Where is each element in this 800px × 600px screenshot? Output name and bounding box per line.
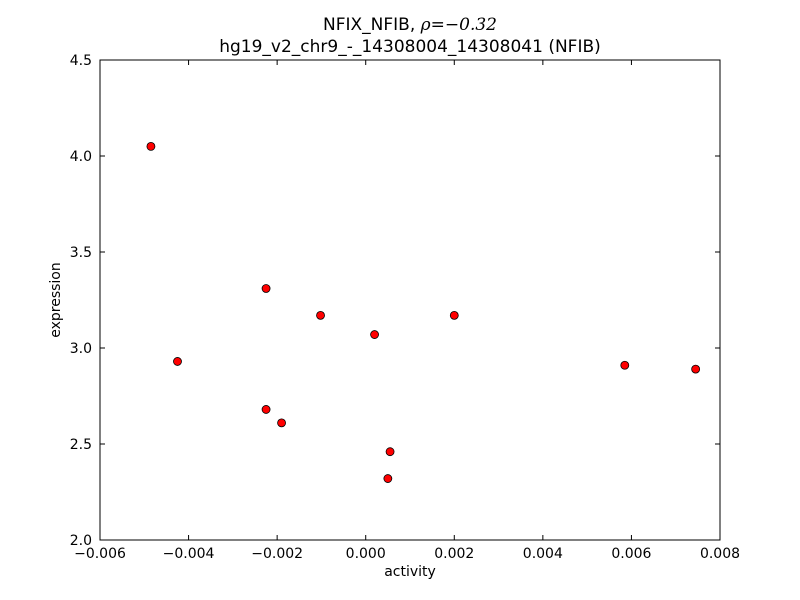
data-point [370, 330, 379, 339]
x-tick-label: 0.006 [611, 546, 651, 562]
y-axis: 2.0 2.5 3.0 3.5 4.0 4.5 [70, 53, 720, 549]
x-tick-label: −0.002 [251, 546, 303, 562]
x-axis: −0.006 −0.004 −0.002 0.000 0.002 0.004 0.006 0.… [74, 60, 740, 562]
data-point [146, 141, 156, 151]
chart-title: NFIX_NFIB, ρ=−0.32 [323, 15, 497, 35]
x-axis-label: activity [384, 564, 436, 580]
y-axis-label: expression [48, 262, 64, 338]
data-point [449, 310, 459, 320]
y-tick-label: 3.0 [70, 341, 92, 357]
chart-subtitle: hg19_v2_chr9_-_14308004_14308041 (NFIB) [219, 37, 601, 57]
data-point [173, 357, 182, 366]
y-tick-label: 2.0 [70, 533, 92, 549]
y-tick-label: 3.5 [70, 245, 92, 261]
y-tick-label: 2.5 [70, 437, 92, 453]
y-tick-label: 4.0 [70, 149, 92, 165]
data-point [383, 474, 393, 483]
x-tick-label: −0.004 [163, 546, 215, 562]
data-point [691, 364, 701, 374]
data-point [316, 310, 325, 320]
x-tick-label: −0.006 [74, 546, 126, 562]
x-tick-label: 0.000 [346, 546, 386, 562]
x-tick-label: 0.008 [700, 546, 740, 562]
x-tick-label: 0.004 [523, 546, 563, 562]
y-tick-label: 4.5 [70, 53, 92, 69]
data-point [261, 405, 271, 414]
data-points [146, 141, 701, 483]
data-point [620, 360, 630, 370]
data-point [277, 418, 286, 428]
data-point [385, 447, 395, 457]
plot-area [99, 59, 721, 541]
x-tick-label: 0.002 [434, 546, 474, 562]
data-point [261, 284, 271, 293]
